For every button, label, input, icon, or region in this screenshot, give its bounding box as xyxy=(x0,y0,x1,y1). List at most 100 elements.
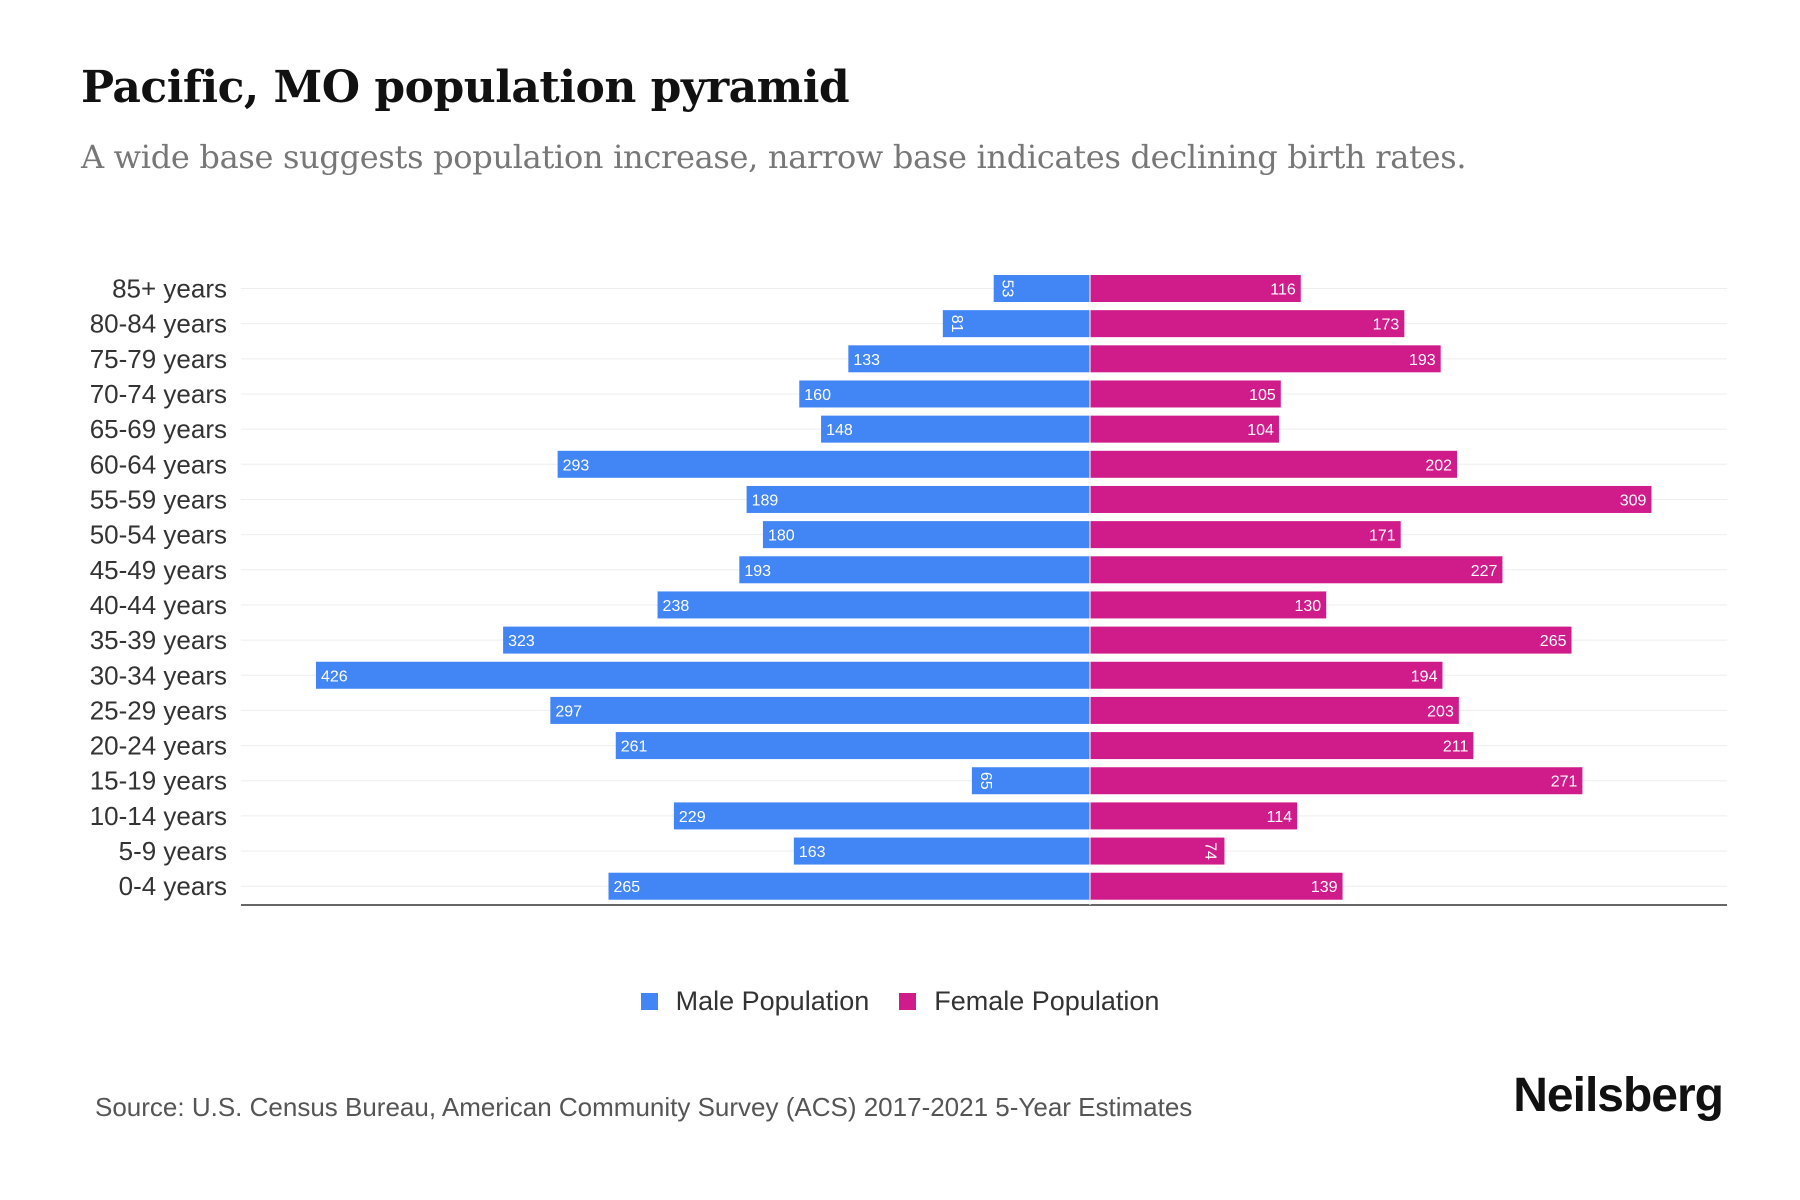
value-label: 163 xyxy=(799,844,826,861)
female-bar xyxy=(1090,802,1298,830)
value-label: 238 xyxy=(663,598,690,615)
female-bar xyxy=(1090,275,1301,302)
male-bar xyxy=(848,345,1090,373)
value-label: 116 xyxy=(1270,282,1296,299)
male-bar xyxy=(971,767,1090,795)
legend-label-male: Male Population xyxy=(675,986,870,1016)
value-label: 227 xyxy=(1471,563,1498,580)
value-label: 81 xyxy=(948,315,965,333)
age-group-label: 80-84 years xyxy=(90,309,227,339)
age-group-label: 65-69 years xyxy=(90,414,227,444)
age-group-label: 85+ years xyxy=(112,274,227,304)
age-group-label: 15-19 years xyxy=(90,766,227,796)
male-bar xyxy=(615,732,1090,760)
age-group-label: 45-49 years xyxy=(90,555,227,585)
female-bar xyxy=(1090,767,1583,795)
age-group-label: 25-29 years xyxy=(90,695,227,725)
female-bar xyxy=(1090,732,1474,760)
value-label: 114 xyxy=(1267,809,1293,826)
value-label: 65 xyxy=(977,772,994,790)
legend-label-female: Female Population xyxy=(934,986,1160,1016)
male-bar xyxy=(821,415,1090,443)
age-group-label: 5-9 years xyxy=(119,836,227,866)
value-label: 265 xyxy=(1540,633,1567,650)
value-label: 265 xyxy=(613,879,640,896)
age-group-label: 50-54 years xyxy=(90,520,227,550)
value-label: 229 xyxy=(679,809,706,826)
value-label: 173 xyxy=(1373,317,1400,334)
male-bar xyxy=(793,837,1090,865)
legend-item-male[interactable]: Male Population xyxy=(640,986,870,1017)
female-swatch xyxy=(899,993,917,1010)
value-label: 130 xyxy=(1295,598,1322,615)
value-label: 160 xyxy=(804,387,831,404)
value-label: 309 xyxy=(1620,492,1647,509)
age-group-label: 0-4 years xyxy=(119,871,227,901)
female-bar xyxy=(1090,380,1281,408)
value-label: 202 xyxy=(1425,457,1452,474)
value-label: 189 xyxy=(752,492,779,509)
female-bar xyxy=(1090,626,1572,654)
value-label: 293 xyxy=(563,457,590,474)
value-label: 426 xyxy=(321,668,348,685)
age-group-label: 60-64 years xyxy=(90,449,227,479)
value-label: 261 xyxy=(621,739,648,756)
value-label: 203 xyxy=(1427,703,1454,720)
age-group-label: 10-14 years xyxy=(90,801,227,831)
chart-title: Pacific, MO population pyramid xyxy=(81,62,850,113)
male-bar xyxy=(673,802,1090,830)
female-bar xyxy=(1090,415,1279,443)
value-label: 133 xyxy=(853,352,880,369)
value-label: 104 xyxy=(1247,422,1274,439)
value-label: 193 xyxy=(1409,352,1436,369)
female-bar xyxy=(1090,591,1327,619)
chart-subtitle: A wide base suggests population increase… xyxy=(81,138,1467,176)
female-bar xyxy=(1090,345,1441,373)
female-bar xyxy=(1090,661,1443,689)
neilsberg-logo: Neilsberg xyxy=(1513,1069,1724,1122)
value-label: 180 xyxy=(768,528,795,545)
value-label: 148 xyxy=(826,422,853,439)
legend-item-female[interactable]: Female Population xyxy=(899,986,1159,1017)
male-bar xyxy=(739,556,1090,584)
value-label: 297 xyxy=(555,703,582,720)
male-bar xyxy=(799,380,1090,408)
value-label: 139 xyxy=(1311,879,1338,896)
value-label: 211 xyxy=(1443,739,1469,756)
legend: Male Population Female Population xyxy=(0,986,1800,1017)
value-label: 271 xyxy=(1551,774,1578,791)
male-bar xyxy=(746,485,1090,513)
value-label: 105 xyxy=(1249,387,1276,404)
value-label: 194 xyxy=(1411,668,1438,685)
female-bar xyxy=(1090,556,1503,584)
value-label: 323 xyxy=(508,633,535,650)
age-group-label: 35-39 years xyxy=(90,625,227,655)
male-bar xyxy=(657,591,1090,619)
age-group-label: 75-79 years xyxy=(90,344,227,374)
male-bar xyxy=(557,450,1090,478)
female-bar xyxy=(1090,450,1458,478)
male-bar xyxy=(503,626,1090,654)
age-group-label: 70-74 years xyxy=(90,379,227,409)
female-bar xyxy=(1090,837,1225,865)
value-label: 74 xyxy=(1201,842,1218,860)
male-bar xyxy=(608,872,1090,900)
male-bar xyxy=(993,275,1090,302)
value-label: 171 xyxy=(1369,528,1396,545)
female-bar xyxy=(1090,485,1652,513)
value-label: 53 xyxy=(999,280,1016,298)
age-group-label: 55-59 years xyxy=(90,484,227,514)
female-bar xyxy=(1090,310,1405,338)
male-bar xyxy=(942,310,1090,338)
age-group-label: 40-44 years xyxy=(90,590,227,620)
source-note: Source: U.S. Census Bureau, American Com… xyxy=(95,1092,1193,1122)
age-group-label: 20-24 years xyxy=(90,731,227,761)
female-bar xyxy=(1090,696,1459,724)
value-label: 193 xyxy=(744,563,771,580)
male-bar xyxy=(762,521,1090,549)
female-bar xyxy=(1090,872,1343,900)
male-swatch xyxy=(640,993,658,1010)
male-bar xyxy=(315,661,1090,689)
age-group-label: 30-34 years xyxy=(90,660,227,690)
female-bar xyxy=(1090,521,1401,549)
